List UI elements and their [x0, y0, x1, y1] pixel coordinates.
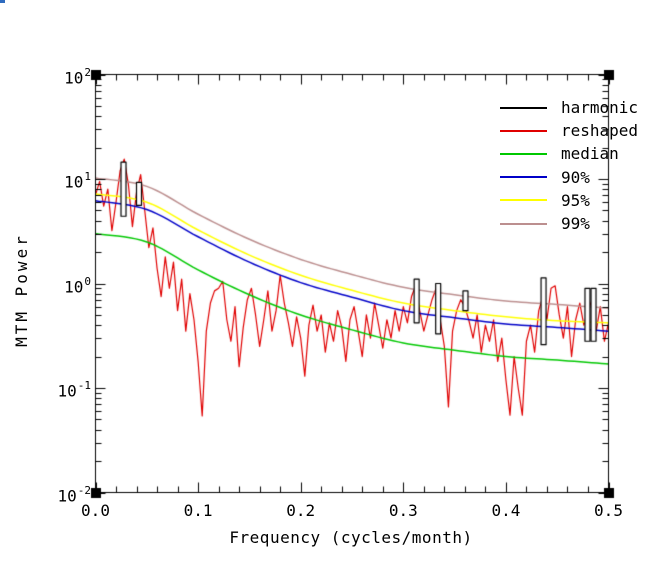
legend-item-harmonic: harmonic: [500, 96, 638, 119]
legend-item-95pct: 95%: [500, 189, 638, 212]
y-tick-label: 10-2: [57, 483, 91, 505]
x-tick-label: 0.5: [594, 501, 623, 520]
legend-label: harmonic: [561, 98, 639, 118]
legend-line-swatch: [500, 176, 547, 179]
legend-line-swatch: [500, 199, 547, 202]
x-tick-label: 0.1: [183, 501, 213, 520]
legend-item-reshaped: reshaped: [500, 119, 638, 142]
legend-line-swatch: [500, 106, 547, 109]
y-tick-label: 10-1: [57, 379, 91, 401]
x-tick-label: 0.4: [491, 501, 521, 520]
x-axis-title: Frequency (cycles/month): [229, 528, 473, 547]
plot-legend: harmonic reshaped median 90% 95% 99%: [500, 96, 638, 235]
legend-line-swatch: [500, 152, 547, 155]
legend-label: reshaped: [561, 121, 639, 141]
legend-item-90pct: 90%: [500, 166, 638, 189]
y-tick-label: 101: [64, 170, 91, 192]
legend-item-99pct: 99%: [500, 212, 638, 235]
legend-label: median: [561, 144, 619, 164]
x-tick-label: 0.0: [81, 501, 110, 520]
y-tick-label: 102: [64, 65, 91, 87]
y-tick-label: 100: [64, 274, 91, 296]
legend-label: 99%: [561, 214, 590, 234]
legend-label: 95%: [561, 190, 590, 210]
legend-label: 90%: [561, 167, 590, 187]
legend-item-median: median: [500, 142, 638, 165]
legend-line-swatch: [500, 129, 547, 132]
legend-line-swatch: [500, 222, 547, 225]
x-tick-label: 0.3: [388, 501, 418, 520]
x-tick-label: 0.2: [286, 501, 316, 520]
y-axis-title: MTM Power: [12, 233, 31, 347]
